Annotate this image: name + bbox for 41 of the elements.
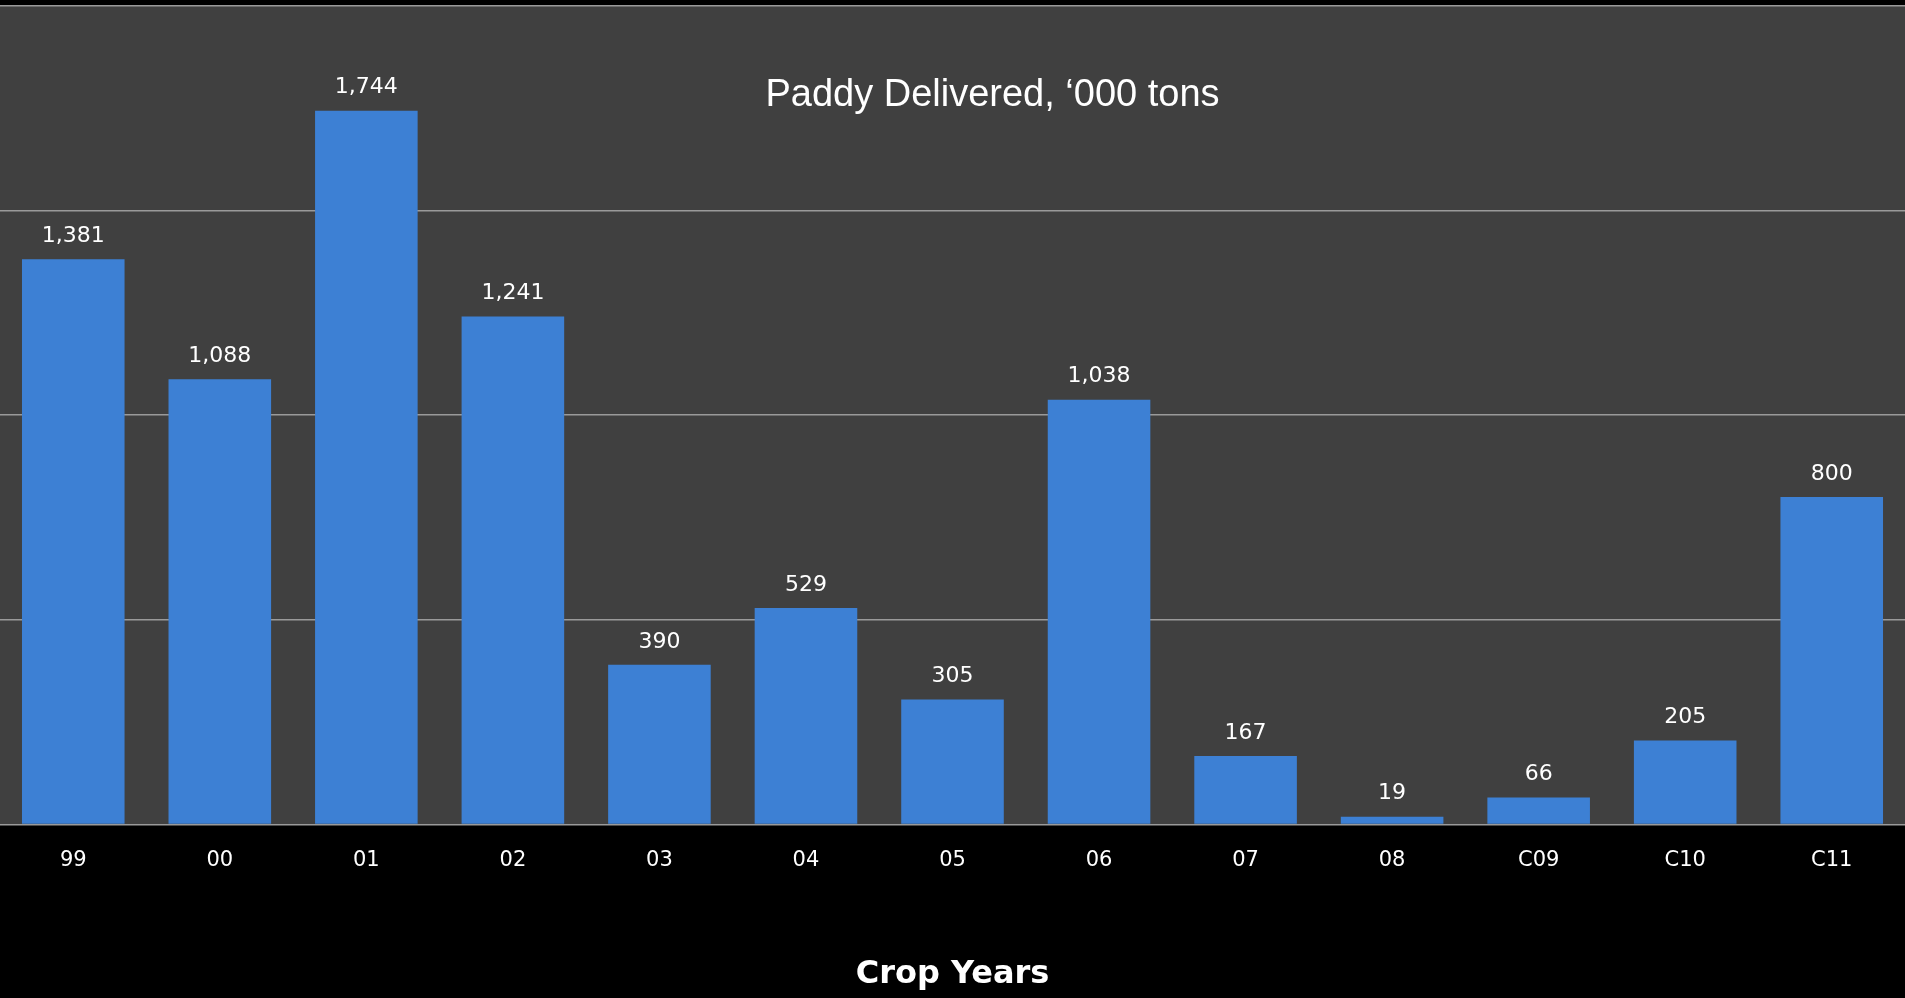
data-label: 1,038 xyxy=(1067,362,1131,388)
x-tick-label: 02 xyxy=(499,847,527,872)
bar xyxy=(1047,399,1151,824)
x-tick-label: 05 xyxy=(939,847,966,872)
bar xyxy=(901,699,1004,824)
bar xyxy=(21,259,125,824)
data-label: 529 xyxy=(784,570,827,596)
bar xyxy=(1633,740,1737,824)
data-label: 1,241 xyxy=(481,279,545,305)
x-tick-label: 01 xyxy=(352,847,380,872)
data-label: 205 xyxy=(1664,703,1707,729)
data-label: 1,381 xyxy=(41,222,105,248)
x-tick-label: C09 xyxy=(1517,847,1560,872)
x-tick-label: 00 xyxy=(206,847,234,872)
bar xyxy=(1487,797,1590,824)
x-tick-label: 03 xyxy=(646,847,673,872)
data-label: 66 xyxy=(1524,760,1553,786)
bar xyxy=(754,607,858,824)
bar xyxy=(168,379,272,824)
data-label: 1,744 xyxy=(334,73,398,99)
bar xyxy=(608,664,711,824)
x-tick-label: 08 xyxy=(1378,847,1406,872)
x-tick-label: C10 xyxy=(1664,847,1706,872)
x-tick-label: 99 xyxy=(59,847,87,872)
x-axis-title: Crop Years xyxy=(855,953,1050,992)
x-tick-label: 07 xyxy=(1232,847,1259,872)
data-label: 800 xyxy=(1810,459,1853,485)
x-tick-label: 04 xyxy=(792,847,820,872)
data-label: 390 xyxy=(638,627,681,653)
x-tick-label: C11 xyxy=(1811,847,1853,872)
chart-title: Paddy Delivered, ‘000 tons xyxy=(765,72,1220,115)
data-label: 19 xyxy=(1378,779,1407,805)
data-label: 1,088 xyxy=(188,341,252,367)
data-label: 305 xyxy=(931,662,974,688)
bar xyxy=(315,110,418,824)
data-label: 167 xyxy=(1224,718,1267,744)
bar xyxy=(1194,756,1297,824)
x-tick-label: 06 xyxy=(1085,847,1113,872)
bar xyxy=(1340,816,1444,824)
bar xyxy=(461,316,565,824)
bar xyxy=(1780,497,1884,824)
